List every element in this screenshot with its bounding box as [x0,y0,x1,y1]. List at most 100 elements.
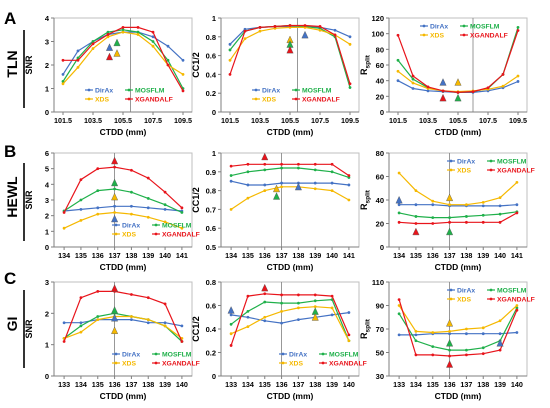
series-line [229,24,351,88]
y-tick-label: 6 [45,149,49,158]
optimum-marker [111,284,119,292]
legend-label: MOSFLM [470,24,500,31]
data-point [180,226,184,230]
data-point [313,181,317,185]
data-point [297,306,300,310]
data-point [96,315,100,318]
data-point [515,203,519,207]
legend-label: XGANDALF [162,232,200,239]
data-point [280,166,283,170]
data-point [414,189,418,193]
series-line [398,305,518,334]
data-point [91,47,95,50]
y-tick-label: 0.8 [206,278,216,287]
data-point [515,304,519,307]
optimum-marker [439,93,447,102]
y-tick-label: 0.5 [206,243,216,252]
data-point [481,220,485,224]
data-point [330,181,334,185]
data-point [414,339,418,343]
data-point [414,215,418,218]
data-point [91,40,95,43]
data-point [515,306,519,310]
legend: DirAx MOSFLM XDS XGANDALF [112,223,200,239]
data-point [130,293,133,296]
y-tick-label: 0 [380,243,384,252]
y-tick-label: 0.8 [206,187,216,196]
x-tick-label: 109.5 [341,116,359,125]
data-point [448,348,451,352]
data-point [330,189,334,193]
y-tick-label: 0.4 [206,325,217,334]
data-point [313,299,317,303]
data-point [151,30,155,34]
chart-panel: 30 50 70 90 110 133 134 135 136 137 138 139 140 CTDD … [359,278,535,401]
y-tick-label: 1 [45,227,49,236]
data-point [498,319,502,323]
data-point [448,203,451,207]
data-point [180,324,184,328]
series-line [64,319,183,327]
row-label-group: C GI [4,269,25,368]
data-point [431,203,435,207]
data-point [106,33,110,36]
y-tick-label: 1 [45,341,49,350]
x-tick-label: 134 [225,251,237,260]
data-point [280,293,283,297]
series-line [230,298,350,342]
data-point [481,200,485,204]
data-point [448,216,451,220]
x-tick-label: 138 [142,380,154,389]
data-point [498,204,502,208]
legend-swatch-marker [321,352,325,356]
legend-label: XDS [430,33,444,40]
optimum-marker [261,152,269,161]
optimum-marker [113,38,121,47]
x-tick-label: 139 [309,251,321,260]
legend-swatch-marker [154,223,158,227]
y-tick-label: 50 [376,349,384,358]
data-point [130,212,133,216]
optimum-marker [439,78,447,86]
data-point [79,330,83,334]
y-tick-label: 0.9 [206,168,216,177]
data-point [121,26,125,29]
data-point [516,80,520,83]
data-point [465,348,468,352]
data-point [348,35,352,39]
data-point [243,29,247,33]
legend: DirAx MOSFLM XDS XGANDALF [447,159,535,175]
data-point [229,332,233,336]
data-point [431,331,435,334]
legend: DirAx MOSFLM XDS XGANDALF [447,288,535,304]
data-point [263,168,267,172]
data-point [258,26,262,29]
data-point [481,213,485,217]
data-point [481,346,485,350]
optimum-marker [454,78,462,86]
data-point [136,26,140,29]
data-point [106,35,110,39]
legend-swatch-marker [489,168,493,172]
x-tick-label: 141 [176,251,188,260]
data-point [263,315,267,319]
x-axis-label: CTDD (mm) [100,391,147,401]
x-tick-label: 140 [343,380,355,389]
data-point [113,204,116,208]
data-point [151,35,155,39]
y-tick-label: 0 [212,108,216,117]
data-point [151,44,155,48]
data-point [411,81,415,85]
row-name: HEWL [4,176,20,218]
legend-label: XDS [122,232,136,239]
data-point [498,196,502,200]
y-tick-label: 2 [45,309,49,318]
data-point [96,318,100,321]
data-point [246,325,250,329]
data-point [431,199,435,203]
legend-swatch-marker [449,168,453,172]
series-line [63,211,183,229]
y-tick-label: 0.8 [206,33,216,42]
series-line [231,312,349,324]
y-tick-label: 3 [45,38,49,47]
